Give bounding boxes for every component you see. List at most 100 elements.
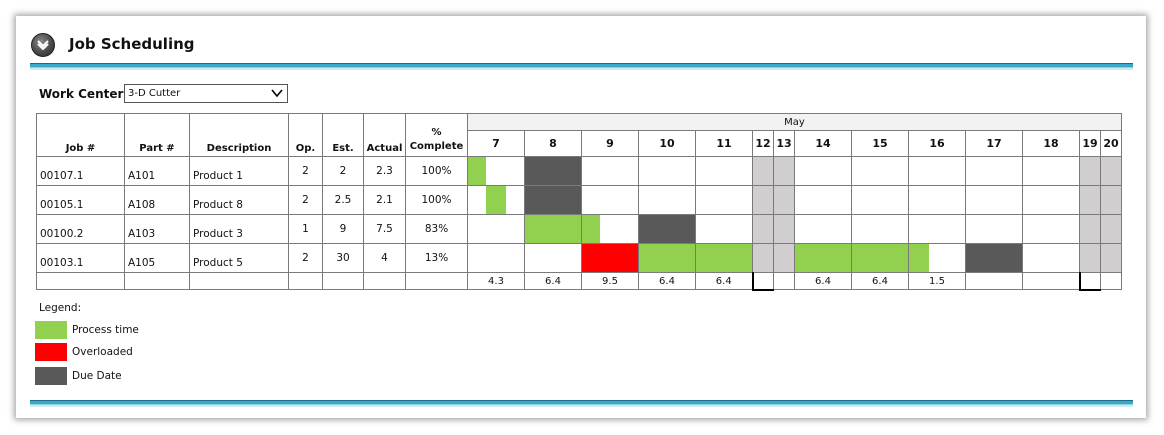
legend-swatch-due-date xyxy=(35,367,67,385)
legend-swatch-process xyxy=(35,321,67,339)
part-number-cell: A105 xyxy=(124,243,190,273)
total-day-20 xyxy=(1100,272,1122,290)
schedule-cell-day-11 xyxy=(695,243,753,273)
pct-complete-cell: 100% xyxy=(405,185,468,215)
op-cell: 1 xyxy=(288,214,323,244)
total-day-13 xyxy=(773,272,795,290)
day-header-8: 8 xyxy=(524,130,582,157)
totals-row: 4.3 6.4 9.5 6.4 6.4 6.4 6.4 1.5 xyxy=(36,272,1122,291)
schedule-cell-day-7 xyxy=(467,243,525,273)
schedule-cell-day-18 xyxy=(1022,185,1080,215)
total-day-17 xyxy=(965,272,1023,290)
total-day-10: 6.4 xyxy=(638,272,696,290)
part-number-cell: A101 xyxy=(124,156,190,186)
totals-blank-cell xyxy=(322,272,364,290)
total-day-7: 4.3 xyxy=(467,272,525,290)
schedule-cell-day-14 xyxy=(794,156,852,186)
col-header-part: Part # xyxy=(124,113,190,157)
legend-label-process: Process time xyxy=(72,324,139,336)
legend-swatch-overloaded xyxy=(35,343,67,361)
actual-cell: 2.1 xyxy=(363,185,406,215)
actual-cell: 4 xyxy=(363,243,406,273)
schedule-cell-day-18 xyxy=(1022,214,1080,244)
schedule-cell-day-18 xyxy=(1022,156,1080,186)
schedule-cell-day-11 xyxy=(695,156,753,186)
totals-blank-cell xyxy=(288,272,323,290)
schedule-cell-day-9 xyxy=(581,243,639,273)
process-time-block xyxy=(468,157,487,185)
day-header-9: 9 xyxy=(581,130,639,157)
schedule-cell-day-8 xyxy=(524,185,582,215)
op-cell: 2 xyxy=(288,243,323,273)
table-row[interactable]: 00105.1 A108 Product 8 2 2.5 2.1 100% xyxy=(36,185,1122,215)
job-number-cell: 00100.2 xyxy=(36,214,125,244)
est-cell: 2 xyxy=(322,156,364,186)
schedule-cell-day-15 xyxy=(851,156,909,186)
pct-complete-cell: 83% xyxy=(405,214,468,244)
schedule-cell-day-17 xyxy=(965,214,1023,244)
description-cell: Product 8 xyxy=(189,185,289,215)
month-header: May xyxy=(467,113,1122,131)
table-row[interactable]: 00103.1 A105 Product 5 2 30 4 13% xyxy=(36,243,1122,273)
chevron-down-icon[interactable] xyxy=(31,33,55,57)
day-header-15: 15 xyxy=(851,130,909,157)
schedule-cell-day-13 xyxy=(773,214,795,244)
totals-blank-cell xyxy=(405,272,468,290)
total-day-18 xyxy=(1022,272,1080,290)
day-header-13: 13 xyxy=(773,130,795,157)
schedule-cell-day-17 xyxy=(965,243,1023,273)
total-day-12 xyxy=(751,272,774,291)
day-header-7: 7 xyxy=(467,130,525,157)
day-header-12: 12 xyxy=(752,130,774,157)
schedule-cell-day-11 xyxy=(695,185,753,215)
schedule-cell-day-16 xyxy=(908,243,966,273)
schedule-cell-day-15 xyxy=(851,243,909,273)
description-cell: Product 1 xyxy=(189,156,289,186)
due-date-block xyxy=(525,157,581,185)
process-time-block xyxy=(525,215,581,243)
actual-cell: 2.3 xyxy=(363,156,406,186)
schedule-cell-day-7 xyxy=(467,185,525,215)
schedule-cell-day-13 xyxy=(773,243,795,273)
day-header-17: 17 xyxy=(965,130,1023,157)
day-header-19: 19 xyxy=(1079,130,1101,157)
overloaded-block xyxy=(582,244,638,272)
schedule-cell-day-20 xyxy=(1100,243,1122,273)
schedule-cell-day-7 xyxy=(467,214,525,244)
table-row[interactable]: 00107.1 A101 Product 1 2 2 2.3 100% xyxy=(36,156,1122,186)
description-cell: Product 5 xyxy=(189,243,289,273)
schedule-cell-day-8 xyxy=(524,214,582,244)
due-date-block xyxy=(966,244,1022,272)
chevron-down-icon xyxy=(271,89,283,98)
total-day-16: 1.5 xyxy=(908,272,966,290)
schedule-cell-day-20 xyxy=(1100,185,1122,215)
schedule-cell-day-10 xyxy=(638,214,696,244)
totals-blank-cell xyxy=(363,272,406,290)
process-time-block xyxy=(639,244,695,272)
schedule-cell-day-18 xyxy=(1022,243,1080,273)
schedule-cell-day-11 xyxy=(695,214,753,244)
totals-blank-cell xyxy=(189,272,289,290)
day-header-18: 18 xyxy=(1022,130,1080,157)
schedule-cell-day-10 xyxy=(638,156,696,186)
schedule-cell-day-8 xyxy=(524,243,582,273)
actual-cell: 7.5 xyxy=(363,214,406,244)
col-header-complete-label: Complete xyxy=(409,141,464,152)
est-cell: 30 xyxy=(322,243,364,273)
schedule-cell-day-19 xyxy=(1079,243,1101,273)
schedule-cell-day-17 xyxy=(965,156,1023,186)
work-center-label: Work Center xyxy=(39,87,124,101)
due-date-block xyxy=(525,186,581,214)
work-center-select[interactable]: 3-D Cutter xyxy=(124,84,288,103)
description-cell: Product 3 xyxy=(189,214,289,244)
schedule-cell-day-13 xyxy=(773,185,795,215)
part-number-cell: A108 xyxy=(124,185,190,215)
col-header-description: Description xyxy=(189,113,289,157)
job-number-cell: 00103.1 xyxy=(36,243,125,273)
op-cell: 2 xyxy=(288,185,323,215)
table-row[interactable]: 00100.2 A103 Product 3 1 9 7.5 83% xyxy=(36,214,1122,244)
job-number-cell: 00107.1 xyxy=(36,156,125,186)
col-header-actual: Actual xyxy=(363,113,406,157)
schedule-cell-day-12 xyxy=(752,243,774,273)
schedule-cell-day-9 xyxy=(581,156,639,186)
